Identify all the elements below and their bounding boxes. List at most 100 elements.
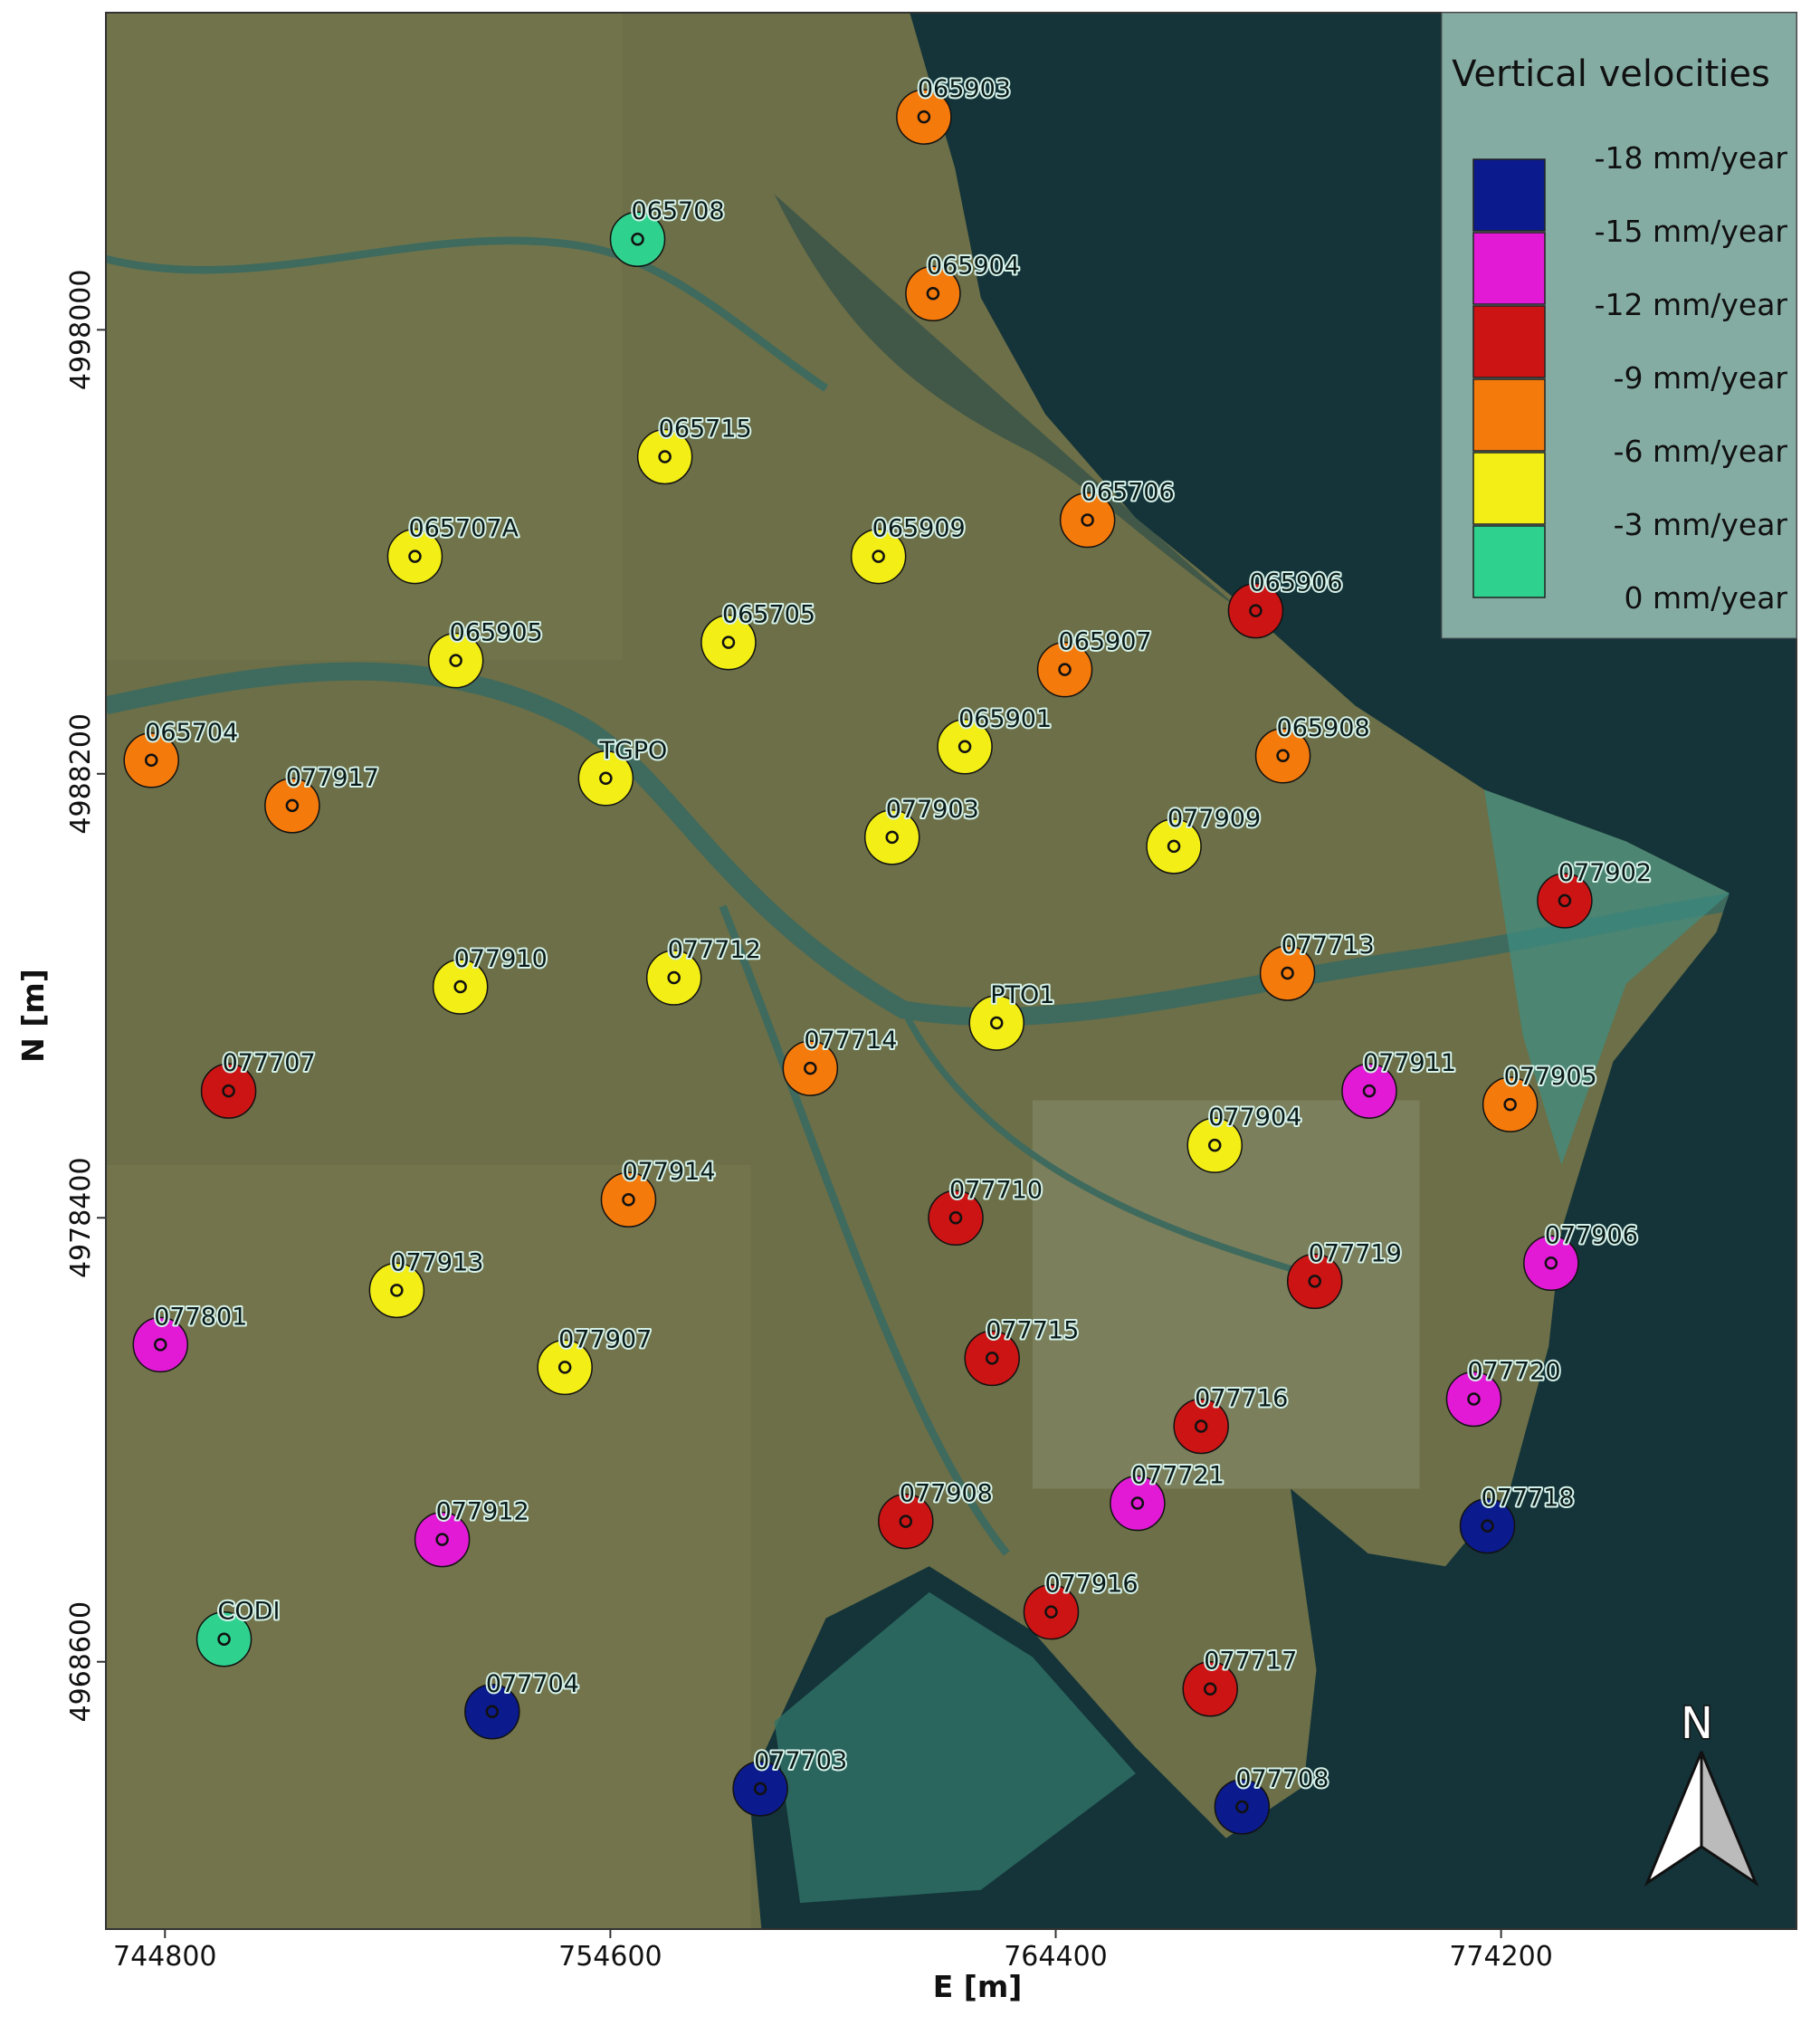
station-marker (386, 528, 443, 585)
station-label: 077710 (949, 1176, 1043, 1204)
station-center (1503, 1097, 1517, 1112)
station-center (1276, 749, 1290, 763)
y-axis-title: N [m] (15, 969, 51, 1063)
station-center (1167, 839, 1181, 854)
y-tick-label: 4998000 (65, 270, 97, 391)
legend-label: -9 mm/year (1614, 360, 1788, 396)
station-label: 065905 (450, 619, 543, 647)
station-label: 077717 (1204, 1648, 1297, 1676)
station-label: 077801 (154, 1303, 247, 1331)
station-center (917, 110, 931, 124)
y-tick-label: 4988200 (65, 713, 97, 835)
legend-label: -12 mm/year (1595, 287, 1788, 322)
station-center (1481, 1519, 1494, 1533)
station-label: 077713 (1282, 932, 1375, 960)
station-label: 077721 (1131, 1462, 1224, 1490)
station-center (1558, 893, 1572, 908)
north-arrow-right (1700, 1751, 1759, 1887)
station-marker (732, 1761, 788, 1817)
station-label: 077903 (886, 796, 979, 824)
station-marker (414, 1511, 471, 1568)
station-marker (1110, 1475, 1166, 1532)
legend-title: Vertical velocities (1452, 53, 1770, 95)
station-label: 077908 (900, 1480, 993, 1508)
station-marker (1059, 492, 1116, 549)
station-marker (427, 632, 484, 689)
station-center (1207, 1138, 1222, 1152)
station-label: 077914 (622, 1158, 715, 1186)
station-center (285, 798, 300, 813)
station-center (948, 1211, 963, 1225)
station-center (154, 1338, 167, 1352)
station-center (599, 771, 613, 786)
station-center (1058, 663, 1072, 676)
station-center (872, 549, 885, 563)
station-marker (1173, 1398, 1229, 1455)
station-label: 065901 (958, 705, 1052, 733)
station-center (958, 740, 972, 754)
station-label: CODI (218, 1598, 281, 1626)
station-label: 077716 (1195, 1384, 1288, 1412)
station-label: 077707 (223, 1049, 316, 1077)
station-label: 065906 (1249, 569, 1342, 597)
station-marker (1214, 1779, 1271, 1835)
station-center (1249, 604, 1263, 617)
station-marker (1341, 1063, 1397, 1119)
station-center (1308, 1275, 1321, 1288)
station-label: 077708 (1235, 1765, 1329, 1793)
station-marker (1182, 1660, 1238, 1717)
legend-swatch (1472, 525, 1546, 598)
legend-label: -18 mm/year (1595, 140, 1788, 176)
station-center (658, 450, 672, 463)
station-label: 077905 (1504, 1063, 1597, 1091)
station-center (557, 1361, 572, 1374)
station-label: 065907 (1059, 628, 1152, 656)
x-axis-title: E [m] (933, 1969, 1023, 2004)
station-marker (850, 528, 907, 585)
station-marker (1186, 1117, 1243, 1173)
station-center (622, 1192, 635, 1207)
station-center (1467, 1392, 1481, 1406)
station-center (1362, 1084, 1377, 1098)
station-center (899, 1514, 913, 1528)
legend-swatch (1472, 158, 1546, 232)
station-center (485, 1705, 500, 1719)
station-label: 065903 (918, 75, 1011, 103)
station-label: 077704 (486, 1670, 579, 1698)
station-marker (1227, 582, 1284, 639)
stations: 065903 065708 065904 065715 065706 065707A 065… (123, 73, 1653, 1835)
station-label: 077720 (1467, 1357, 1560, 1385)
station-center (804, 1061, 817, 1075)
station-marker (1537, 873, 1593, 929)
station-label: 065704 (145, 719, 238, 747)
station-center (667, 970, 681, 985)
station-label: 065908 (1277, 714, 1370, 742)
station-center (985, 1352, 999, 1365)
station-marker (878, 1493, 934, 1550)
station-label: 077916 (1044, 1571, 1138, 1599)
station-marker (1036, 641, 1093, 698)
station-marker (368, 1262, 425, 1319)
station-marker (609, 211, 666, 267)
station-label: 065707A (408, 515, 519, 543)
station-label: 077909 (1167, 805, 1261, 833)
station-center (1203, 1682, 1217, 1696)
legend-swatch (1472, 452, 1546, 525)
station-marker (1259, 945, 1316, 1001)
station-marker (1286, 1253, 1343, 1310)
station-label: 077917 (286, 764, 379, 792)
station-label: 077703 (754, 1747, 847, 1775)
legend-swatch (1472, 305, 1546, 378)
legend: Vertical velocities -18 mm/year -15 mm/ye… (1441, 12, 1797, 639)
station-marker (432, 959, 489, 1015)
station-label: 077907 (558, 1325, 652, 1353)
station-label: PTO1 (990, 981, 1054, 1009)
y-tick-label: 4978400 (65, 1157, 97, 1278)
station-marker (928, 1189, 984, 1247)
station-center (926, 287, 940, 301)
station-center (453, 979, 467, 994)
station-marker (537, 1339, 593, 1396)
station-label: 077718 (1482, 1485, 1575, 1513)
station-marker (1459, 1497, 1516, 1554)
x-tick-label: 774200 (1449, 1941, 1553, 1973)
